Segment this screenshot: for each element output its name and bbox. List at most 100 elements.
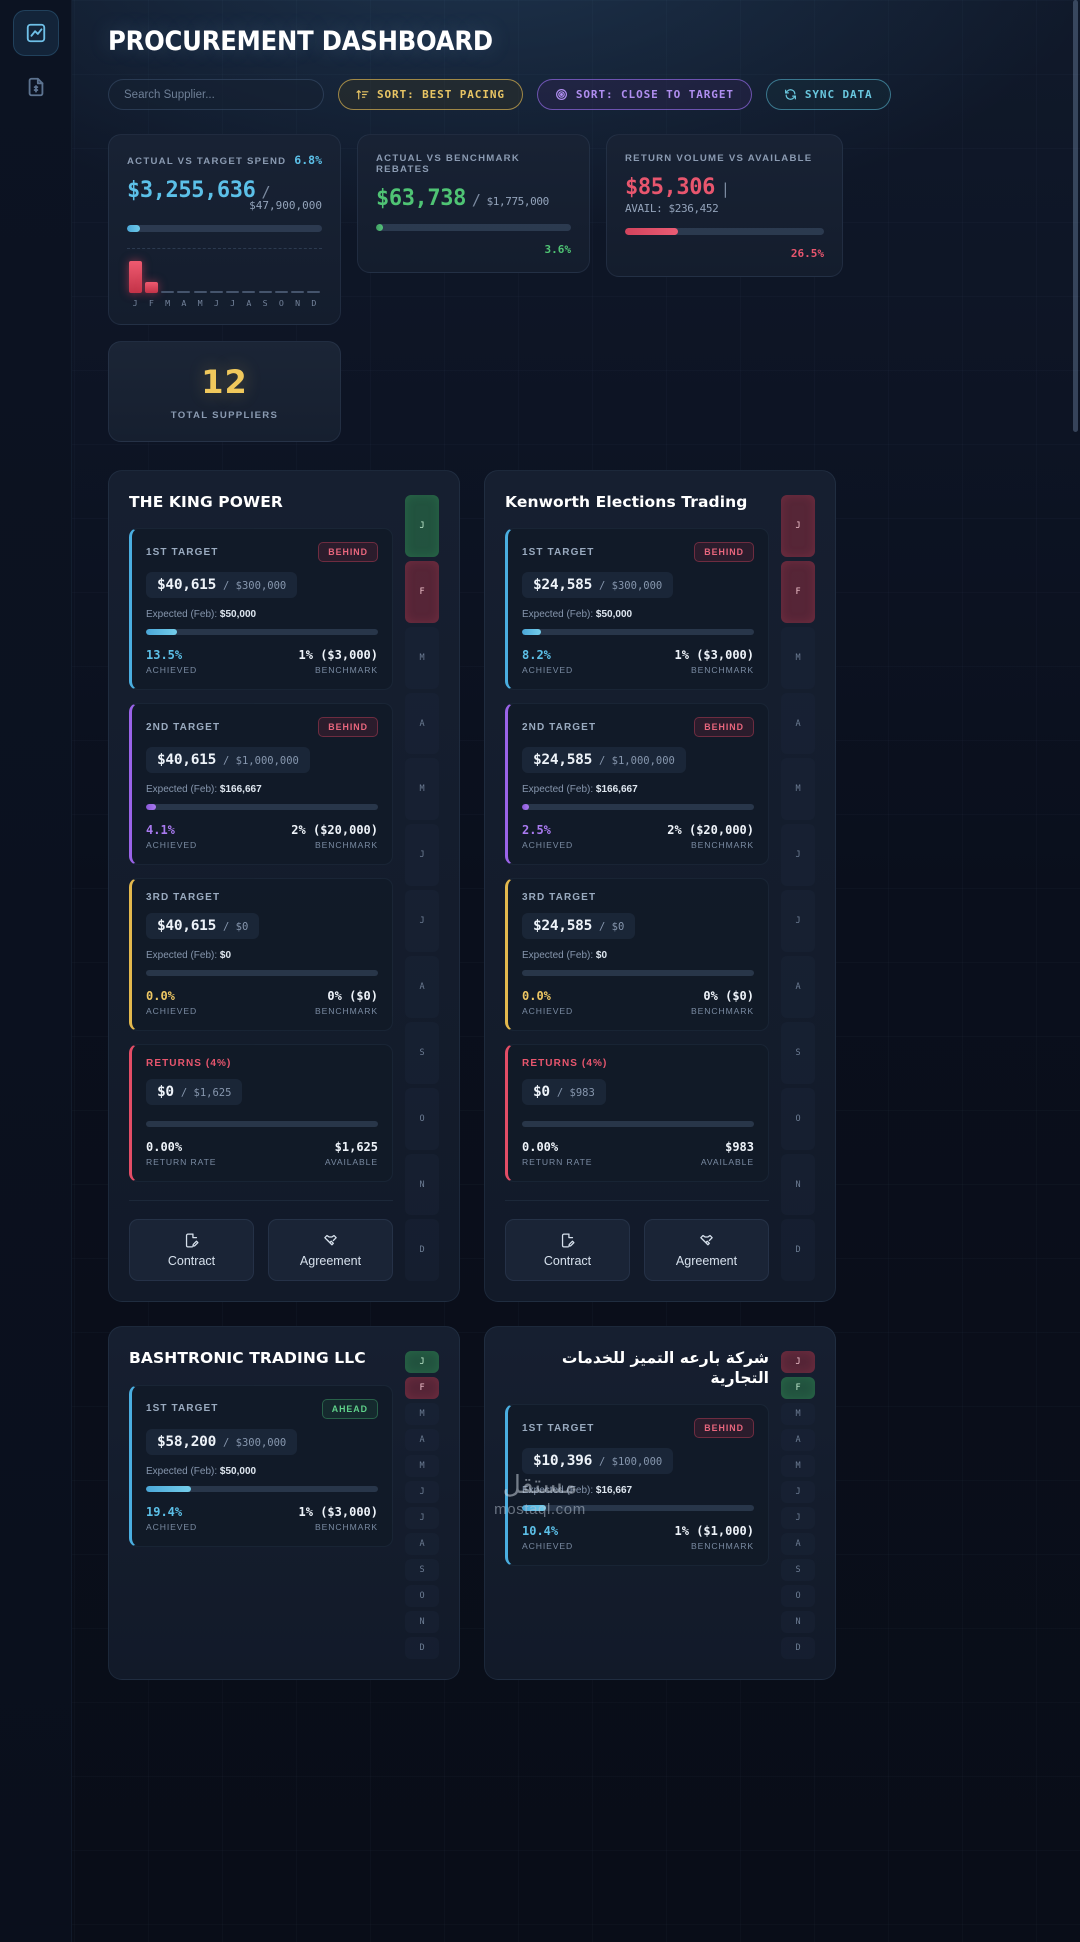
sort-best-pacing-label: SORT: BEST PACING [377, 88, 505, 101]
month-rail-cell[interactable]: A [405, 1533, 439, 1556]
page-scrollbar[interactable] [1073, 0, 1078, 432]
month-rail-cell[interactable]: M [405, 758, 439, 821]
agreement-icon [698, 1232, 715, 1249]
target-value: $10,396 [533, 1453, 593, 1470]
month-rail-cell[interactable]: M [781, 626, 815, 689]
returns-goal: / $1,625 [180, 1087, 232, 1100]
month-rail-cell[interactable]: N [405, 1611, 439, 1634]
monthly-bar [226, 291, 240, 293]
month-rail-cell[interactable]: J [405, 1351, 439, 1374]
month-rail-cell[interactable]: O [405, 1087, 439, 1150]
sort-best-pacing-button[interactable]: SORT: BEST PACING [338, 79, 523, 110]
target-block: 1ST TARGET BEHIND $24,585 / $300,000 Expecte… [505, 528, 769, 691]
chart-line-icon [25, 22, 47, 44]
month-rail-cell[interactable]: S [781, 1021, 815, 1084]
sort-close-to-target-button[interactable]: SORT: CLOSE TO TARGET [536, 79, 752, 110]
contract-label: Contract [543, 1254, 592, 1269]
month-rail-cell[interactable]: J [781, 1351, 815, 1374]
sidebar-item-analytics[interactable] [12, 10, 59, 56]
month-rail-cell[interactable]: N [781, 1611, 815, 1634]
monthly-label: S [262, 298, 268, 308]
monthly-label: F [148, 298, 154, 308]
month-rail-cell[interactable]: N [405, 1153, 439, 1216]
contract-button[interactable]: Contract [505, 1219, 630, 1282]
month-rail-cell[interactable]: D [781, 1637, 815, 1660]
month-rail-cell[interactable]: M [405, 1455, 439, 1478]
target-benchmark-label: BENCHMARK [314, 840, 378, 851]
search-input[interactable] [124, 88, 308, 101]
sidebar-item-documents[interactable] [13, 64, 59, 110]
month-rail-cell[interactable]: O [405, 1585, 439, 1608]
target-block: 1ST TARGET BEHIND $40,615 / $300,000 Expecte… [129, 528, 393, 691]
supplier-card: Kenworth Elections Trading 1ST TARGET BEHI… [484, 470, 836, 1303]
agreement-button[interactable]: Agreement [268, 1219, 393, 1282]
month-rail-cell[interactable]: M [781, 758, 815, 821]
month-rail-cell[interactable]: A [781, 956, 815, 1018]
month-rail-cell[interactable]: A [405, 692, 439, 755]
month-rail-cell[interactable]: O [781, 1087, 815, 1150]
month-rail-cell[interactable]: J [405, 890, 439, 953]
month-rail-cell[interactable]: A [405, 956, 439, 1018]
kpi-card-return-volume-vs-available: RETURN VOLUME VS AVAILABLE $85,306 | AVA… [606, 134, 843, 277]
month-rail-cell[interactable]: F [781, 560, 815, 623]
month-rail-cell[interactable]: F [405, 1377, 439, 1400]
monthly-label: J [132, 298, 138, 308]
month-rail-cell[interactable]: J [405, 824, 439, 887]
contract-button[interactable]: Contract [129, 1219, 254, 1282]
target-title: 2ND TARGET [146, 721, 221, 733]
monthly-bar [274, 291, 288, 293]
month-rail-cell[interactable]: M [781, 1455, 815, 1478]
kpi-row: ACTUAL VS TARGET SPEND 6.8% $3,255,636 /… [108, 134, 1080, 325]
month-rail-cell[interactable]: F [781, 1377, 815, 1400]
monthly-bar [291, 291, 305, 293]
month-rail-cell[interactable]: J [405, 495, 439, 557]
target-achieved-label: ACHIEVED [522, 665, 574, 676]
month-rail-cell[interactable]: M [781, 1403, 815, 1426]
month-rail-cell[interactable]: D [405, 1637, 439, 1660]
supplier-grid: THE KING POWER 1ST TARGET BEHIND $40,615 / $… [108, 470, 1080, 1681]
target-expected: Expected (Feb): $16,667 [522, 1485, 633, 1497]
supplier-name: THE KING POWER [129, 493, 283, 511]
month-rail-cell[interactable]: J [781, 1481, 815, 1504]
month-rail-cell[interactable]: D [781, 1219, 815, 1282]
month-rail-cell[interactable]: J [781, 495, 815, 557]
returns-rate-label: RETURN RATE [522, 1157, 593, 1168]
month-rail-cell[interactable]: J [781, 824, 815, 887]
target-achieved-label: ACHIEVED [146, 840, 198, 851]
month-rail-cell[interactable]: F [405, 560, 439, 623]
month-rail-cell[interactable]: A [781, 1429, 815, 1452]
month-rail-cell[interactable]: A [405, 1429, 439, 1452]
kpi-progress-track [625, 228, 824, 235]
month-rail-cell[interactable]: A [781, 692, 815, 755]
target-benchmark-value: 2% ($20,000) [667, 823, 754, 838]
status-badge: BEHIND [694, 717, 754, 738]
refresh-icon [784, 88, 797, 101]
returns-title: RETURNS (4%) [522, 1058, 608, 1070]
returns-amount: $0 / $1,625 [146, 1079, 243, 1106]
month-rail-cell[interactable]: A [781, 1533, 815, 1556]
month-rail-cell[interactable]: J [781, 890, 815, 953]
month-rail-cell[interactable]: J [781, 1507, 815, 1530]
returns-goal: / $983 [556, 1087, 595, 1100]
returns-rate-label: RETURN RATE [146, 1157, 217, 1168]
month-rail-cell[interactable]: S [781, 1559, 815, 1582]
month-rail-cell[interactable]: S [405, 1021, 439, 1084]
target-title: 3RD TARGET [146, 892, 221, 904]
target-goal: / $300,000 [599, 580, 663, 593]
target-achieved-value: 4.1% [146, 823, 175, 838]
sync-data-button[interactable]: SYNC DATA [765, 79, 891, 110]
target-goal: / $100,000 [599, 1456, 663, 1469]
kpi-target: $47,900,000 [249, 199, 322, 212]
month-rail-cell[interactable]: O [781, 1585, 815, 1608]
month-rail-cell[interactable]: M [405, 626, 439, 689]
month-rail-cell[interactable]: J [405, 1481, 439, 1504]
month-rail-cell[interactable]: S [405, 1559, 439, 1582]
month-rail-cell[interactable]: J [405, 1507, 439, 1530]
month-rail-cell[interactable]: D [405, 1219, 439, 1282]
month-rail-cell[interactable]: N [781, 1153, 815, 1216]
month-rail-cell[interactable]: M [405, 1403, 439, 1426]
search-supplier-box[interactable] [108, 79, 324, 110]
agreement-button[interactable]: Agreement [644, 1219, 769, 1282]
contract-icon [559, 1232, 576, 1249]
